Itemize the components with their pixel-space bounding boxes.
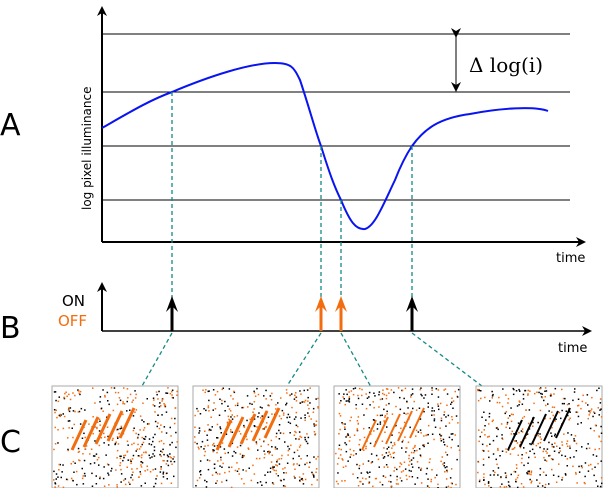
event-x-axis-label: time	[558, 341, 587, 356]
x-axis-label: time	[556, 251, 585, 266]
on-event-arrow	[406, 296, 418, 331]
off-event-arrow	[335, 296, 347, 331]
plot-b: ON OFF time	[58, 282, 592, 356]
off-label: OFF	[58, 312, 87, 330]
event-frames	[51, 385, 603, 488]
plot-a: log pixel illuminance time Δ log(i)	[80, 6, 586, 266]
event-frame	[51, 385, 179, 488]
threshold-label: Δ log(i)	[469, 53, 543, 77]
event-to-frame-links	[119, 332, 534, 434]
off-event-arrow	[315, 296, 327, 331]
illuminance-curve	[101, 61, 549, 231]
event-frame	[192, 385, 320, 488]
panel-label-b: B	[0, 311, 21, 346]
on-label: ON	[62, 292, 85, 310]
panel-label-a: A	[0, 108, 21, 143]
on-event-arrow	[166, 296, 178, 331]
crossing-links	[171, 92, 413, 298]
y-axis-label: log pixel illuminance	[80, 87, 94, 211]
panel-label-c: C	[0, 425, 21, 460]
event-frame	[475, 385, 603, 488]
event-frame	[333, 385, 461, 488]
